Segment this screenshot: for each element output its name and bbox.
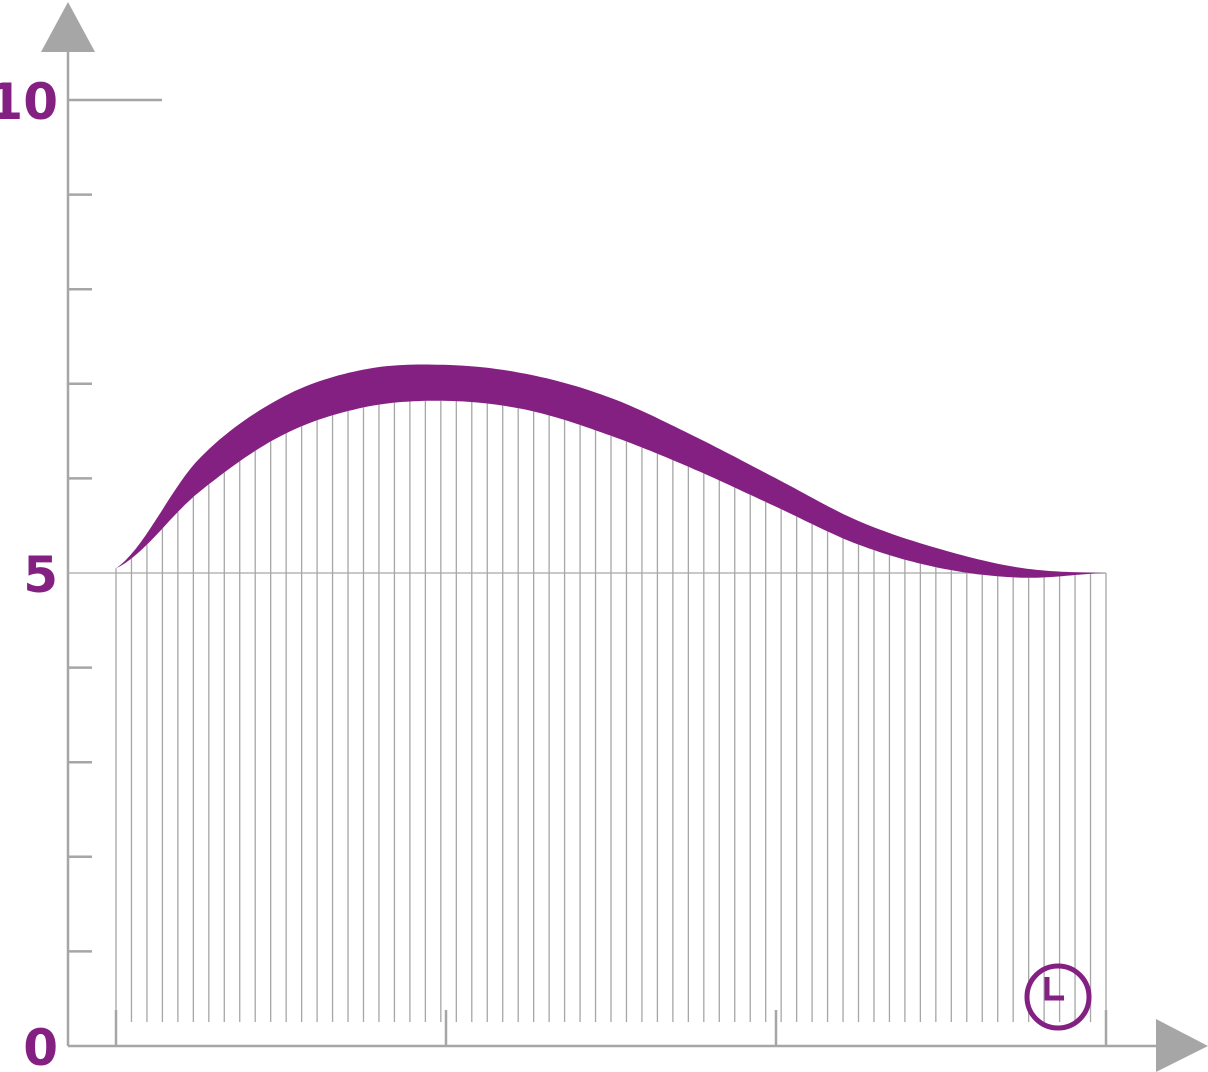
y-tick-label-0: 0 xyxy=(23,1019,58,1072)
y-tick-label-10: 10 xyxy=(0,73,58,131)
series-band xyxy=(116,364,1106,578)
clock-hands xyxy=(1044,977,1064,1001)
grid xyxy=(68,400,1107,1022)
icons xyxy=(1024,963,1092,1031)
tick-labels: 0 5 10 xyxy=(0,73,58,1072)
y-tick-label-5: 5 xyxy=(23,546,58,604)
series xyxy=(116,364,1106,578)
clock-icon xyxy=(1024,963,1092,1031)
axes xyxy=(41,2,1208,1072)
y-axis-arrow-icon xyxy=(41,2,95,52)
clock-face xyxy=(1024,963,1092,1031)
x-axis-arrow-icon xyxy=(1156,1019,1208,1072)
